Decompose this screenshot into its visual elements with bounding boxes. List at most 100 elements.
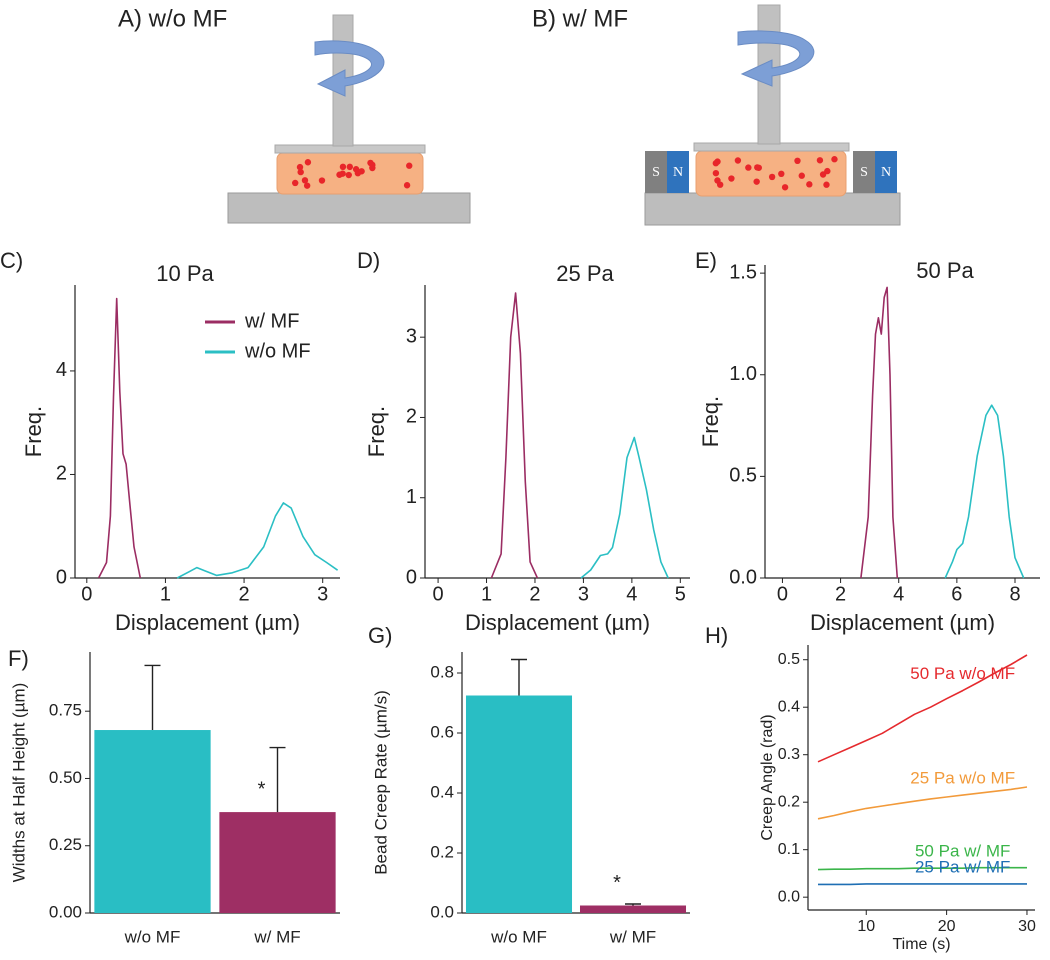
- series-label: 50 Pa w/ MF: [915, 842, 1010, 861]
- rotation-arrow: [737, 30, 815, 87]
- particle: [824, 167, 831, 175]
- y-axis-label: Widths at Half Height (µm): [9, 683, 28, 883]
- particle: [806, 181, 813, 188]
- x-tick-label: 10: [857, 918, 875, 935]
- x-axis-label: Displacement (µm): [465, 610, 650, 635]
- y-tick-label: 0.8: [430, 662, 454, 681]
- x-tick-label: 6: [951, 583, 962, 605]
- series-line: [580, 436, 669, 579]
- x-tick-label: 3: [317, 583, 328, 605]
- y-tick-label: 0.50: [49, 768, 82, 787]
- y-tick-label: 0: [406, 566, 417, 588]
- x-axis-label: Displacement (µm): [115, 610, 300, 635]
- particle: [819, 171, 827, 178]
- y-axis-label: Creep Angle (rad): [759, 714, 776, 840]
- error-bar: [625, 903, 641, 906]
- magnet-label: S: [652, 165, 660, 180]
- magnet-label: N: [881, 165, 891, 180]
- y-tick-label: 0.5: [778, 651, 800, 668]
- x-tick-label: 0: [433, 583, 444, 605]
- panel-letter: E): [695, 248, 717, 273]
- particle: [781, 184, 789, 191]
- particle: [301, 177, 309, 184]
- x-tick-label: 0: [81, 583, 92, 605]
- x-tick-label: 2: [529, 583, 540, 605]
- magnet-label: N: [673, 165, 683, 180]
- magnet-s: [853, 151, 875, 193]
- series-line: [944, 404, 1025, 579]
- y-tick-label: 0.4: [778, 698, 800, 715]
- bar: [579, 905, 687, 913]
- particle: [345, 171, 352, 179]
- x-tick-label: 2: [835, 583, 846, 605]
- bar: [219, 812, 336, 913]
- series-line: [817, 866, 1027, 871]
- chart-panel: E) 50 Pa Freq. Displacement (µm) 0.0 0.5 1.0 1.…: [695, 248, 1040, 635]
- y-tick-label: 3: [406, 325, 417, 347]
- y-tick-label: 4: [56, 359, 67, 381]
- y-tick-label: 0.3: [778, 746, 800, 763]
- rotation-arrow: [314, 40, 385, 97]
- bar: [94, 730, 211, 913]
- panel-letter: C): [0, 248, 23, 273]
- particle: [778, 170, 785, 178]
- chart-panel: F) Widths at Half Height (µm) 0.00 0.25 0.50…: [8, 646, 340, 946]
- legend-label: w/ MF: [244, 310, 299, 332]
- x-tick-label: 30: [1018, 918, 1036, 935]
- series-line: [860, 286, 899, 579]
- diagram-label: B) w/ MF: [532, 5, 628, 32]
- particle: [831, 156, 838, 163]
- error-bar: [144, 664, 161, 731]
- y-tick-label: 0.1: [778, 841, 800, 858]
- x-tick-label: w/o MF: [124, 927, 181, 946]
- series-label: 50 Pa w/o MF: [910, 664, 1015, 683]
- y-tick-label: 2: [406, 406, 417, 428]
- series-label: 25 Pa w/o MF: [910, 769, 1015, 788]
- x-tick-label: w/o MF: [490, 927, 547, 946]
- series-line: [817, 786, 1028, 820]
- particle: [745, 164, 752, 171]
- y-tick-label: 1: [406, 486, 417, 508]
- chart-panel: H) Creep Angle (rad) Time (s) 0.0 0.1 0.2 0.3 0…: [705, 623, 1036, 953]
- chart-panel: D) 25 Pa Freq. Displacement (µm) 0 1 2 3 0 1 2 3 4 5: [357, 248, 690, 635]
- particle: [728, 175, 735, 182]
- chart-panel: C) 10 Pa Freq. Displacement (µm) 0 2 4 0 1 2 3 w/ M…: [0, 248, 340, 635]
- bar: [465, 695, 573, 913]
- magnet-n: [667, 151, 689, 193]
- particle: [296, 163, 304, 171]
- particle: [352, 166, 360, 173]
- chart-title: 10 Pa: [156, 261, 214, 286]
- y-axis-label: Bead Creep Rate (µm/s): [371, 690, 390, 875]
- particle: [714, 177, 721, 184]
- particle: [336, 171, 343, 178]
- particle: [753, 178, 760, 185]
- x-tick-label: 1: [160, 583, 171, 605]
- particles: [292, 159, 413, 189]
- diagram-b: B) w/ MF S N S N: [532, 4, 901, 226]
- significance-mark: *: [258, 778, 266, 800]
- y-tick-label: 2: [56, 463, 67, 485]
- y-tick-label: 0.2: [430, 842, 454, 861]
- y-tick-label: 0.0: [778, 888, 800, 905]
- series-label: 25 Pa w/ MF: [915, 857, 1010, 876]
- error-bar: [269, 746, 286, 813]
- particle: [304, 159, 312, 166]
- x-tick-label: w/ MF: [253, 927, 300, 946]
- base: [227, 192, 471, 224]
- x-tick-label: 1: [481, 583, 492, 605]
- particle: [768, 173, 776, 181]
- y-tick-label: 0.0: [729, 566, 757, 588]
- particle: [318, 177, 326, 184]
- series-line: [97, 297, 142, 579]
- magnet-n: [875, 151, 897, 193]
- y-axis-label: Freq.: [21, 406, 46, 457]
- particle: [734, 157, 742, 164]
- y-tick-label: 0.75: [49, 701, 82, 720]
- panel-letter: F): [8, 646, 29, 671]
- y-axis-label: Freq.: [698, 396, 723, 447]
- particle: [823, 181, 830, 188]
- significance-mark: *: [613, 872, 621, 894]
- series-line: [818, 883, 1027, 886]
- particle: [403, 182, 411, 189]
- y-tick-label: 1.0: [729, 363, 757, 385]
